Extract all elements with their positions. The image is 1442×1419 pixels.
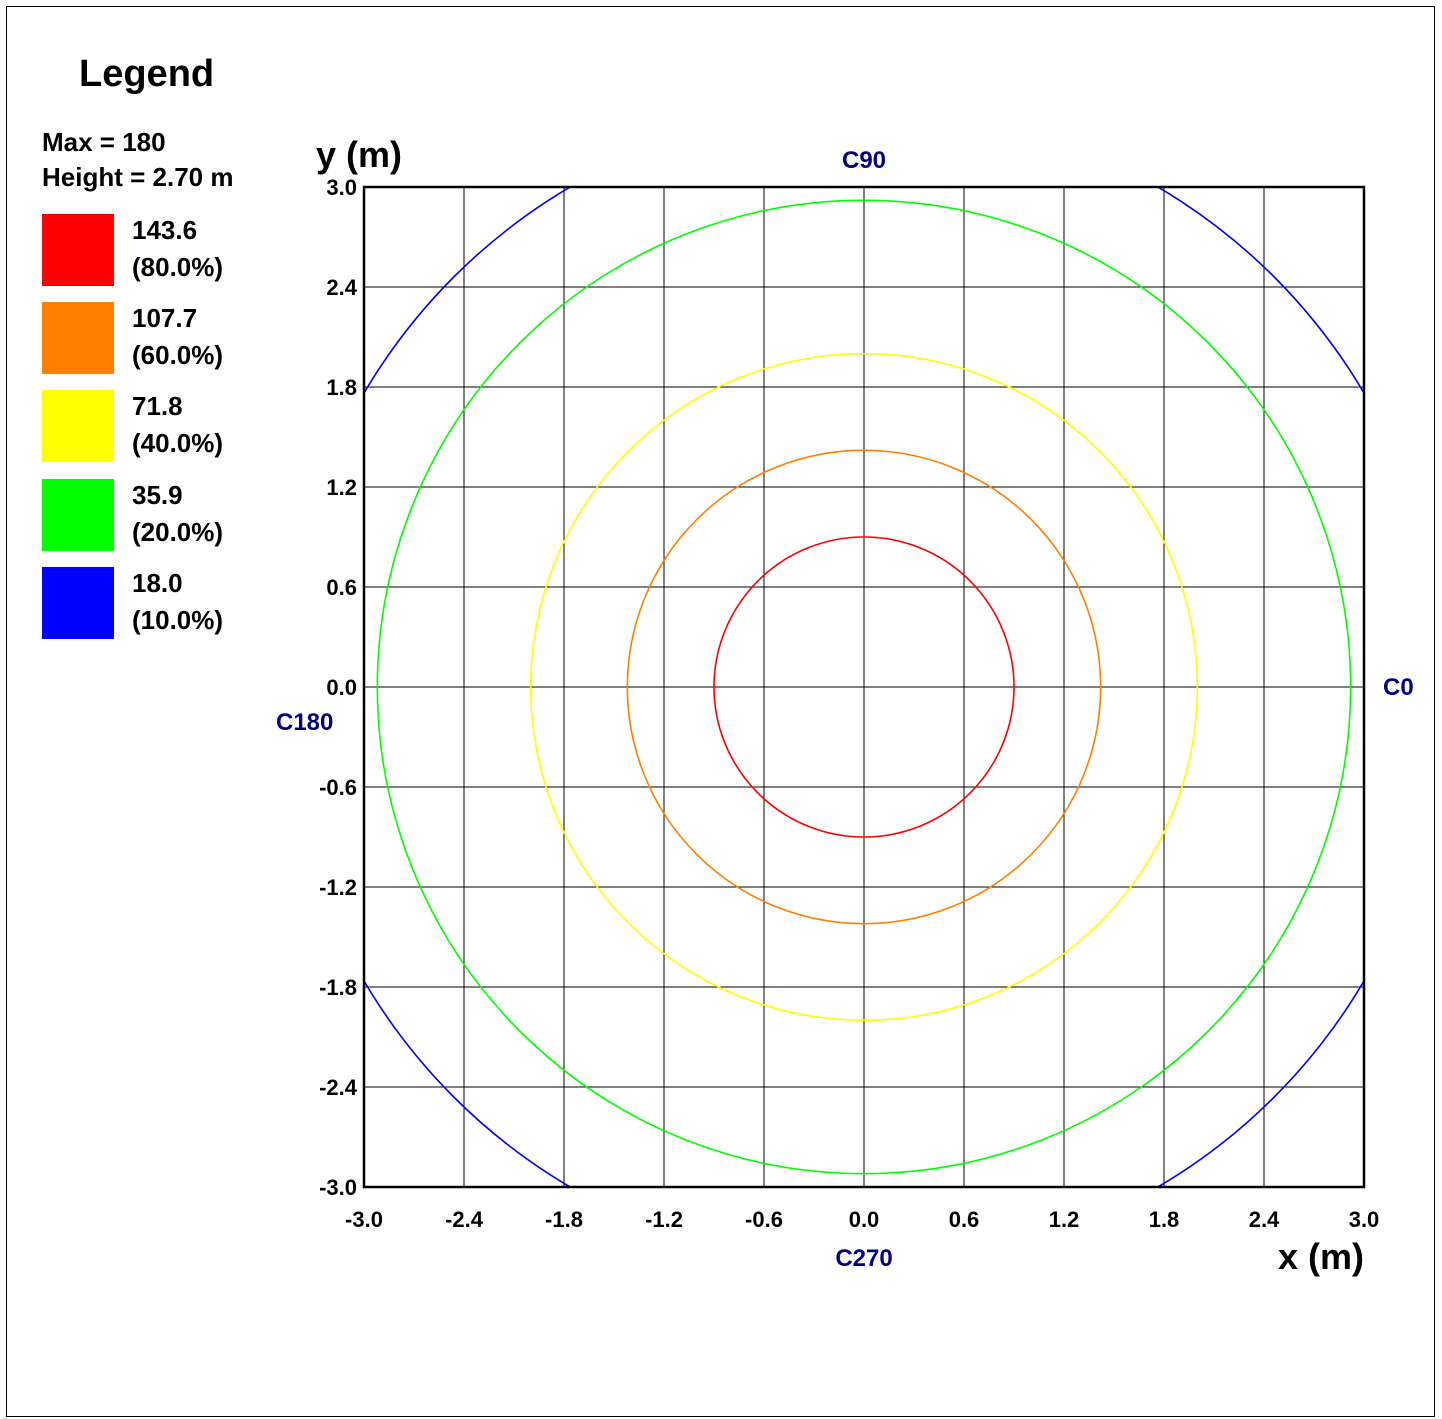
- contour-1: [713, 536, 1015, 838]
- x-tick-label: -1.8: [545, 1207, 583, 1232]
- direction-label-c270: C270: [835, 1245, 892, 1272]
- x-tick-label: 0.0: [849, 1207, 880, 1232]
- x-tick-label: 2.4: [1249, 1207, 1280, 1232]
- legend-percent-5: (10.0%): [132, 605, 224, 635]
- plot-border: [362, 185, 1366, 1189]
- x-tick-label: -2.4: [445, 1207, 484, 1232]
- y-axis-label: y (m): [316, 134, 402, 175]
- contour-3: [529, 352, 1199, 1022]
- y-tick-label: -3.0: [319, 1175, 357, 1200]
- y-tick-label: 1.8: [326, 375, 357, 400]
- y-tick-label: 0.0: [326, 675, 357, 700]
- legend-percent-3: (40.0%): [132, 428, 224, 458]
- x-tick-label: 1.2: [1049, 1207, 1080, 1232]
- contour-4: [376, 199, 1352, 1175]
- legend-swatch-1: [42, 214, 114, 286]
- y-tick-label: -2.4: [319, 1075, 358, 1100]
- legend-percent-4: (20.0%): [132, 517, 224, 547]
- y-tick-label: -0.6: [319, 775, 357, 800]
- y-tick-label: 2.4: [326, 275, 357, 300]
- x-tick-label: -0.6: [745, 1207, 783, 1232]
- x-tick-label: 3.0: [1349, 1207, 1380, 1232]
- legend-item-2: 107.7 (60.0%): [132, 300, 223, 374]
- legend-height: Height = 2.70 m: [42, 162, 234, 192]
- legend-percent-1: (80.0%): [132, 252, 224, 282]
- legend-item-4: 35.9 (20.0%): [132, 477, 223, 551]
- x-tick-label: -1.2: [645, 1207, 683, 1232]
- legend-swatch-4: [42, 479, 114, 551]
- y-tick-label: 1.2: [326, 475, 357, 500]
- y-tick-label: -1.2: [319, 875, 357, 900]
- legend-value-4: 35.9: [132, 480, 183, 510]
- legend-max: Max = 180: [42, 127, 166, 157]
- legend-swatch-5: [42, 567, 114, 639]
- x-axis-label: x (m): [1278, 1236, 1364, 1277]
- y-tick-label: 0.6: [326, 575, 357, 600]
- direction-label-c180: C180: [276, 709, 333, 736]
- legend-item-3: 71.8 (40.0%): [132, 388, 223, 462]
- legend-percent-2: (60.0%): [132, 340, 224, 370]
- legend-item-5: 18.0 (10.0%): [132, 565, 223, 639]
- legend-value-2: 107.7: [132, 303, 198, 333]
- legend-value-3: 71.8: [132, 391, 183, 421]
- direction-label-c90: C90: [842, 147, 886, 174]
- legend-value-1: 143.6: [132, 215, 198, 245]
- x-tick-label: 1.8: [1149, 1207, 1180, 1232]
- legend-title: Legend: [79, 53, 215, 95]
- contour-2: [626, 449, 1102, 925]
- legend-item-1: 143.6 (80.0%): [132, 212, 223, 286]
- legend-swatch-3: [42, 390, 114, 462]
- legend-swatch-2: [42, 302, 114, 374]
- direction-label-c0: C0: [1383, 674, 1414, 701]
- y-tick-label: -1.8: [319, 975, 357, 1000]
- legend-value-5: 18.0: [132, 568, 183, 598]
- x-tick-label: 0.6: [949, 1207, 980, 1232]
- y-tick-label: 3.0: [326, 175, 357, 200]
- x-tick-label: -3.0: [345, 1207, 383, 1232]
